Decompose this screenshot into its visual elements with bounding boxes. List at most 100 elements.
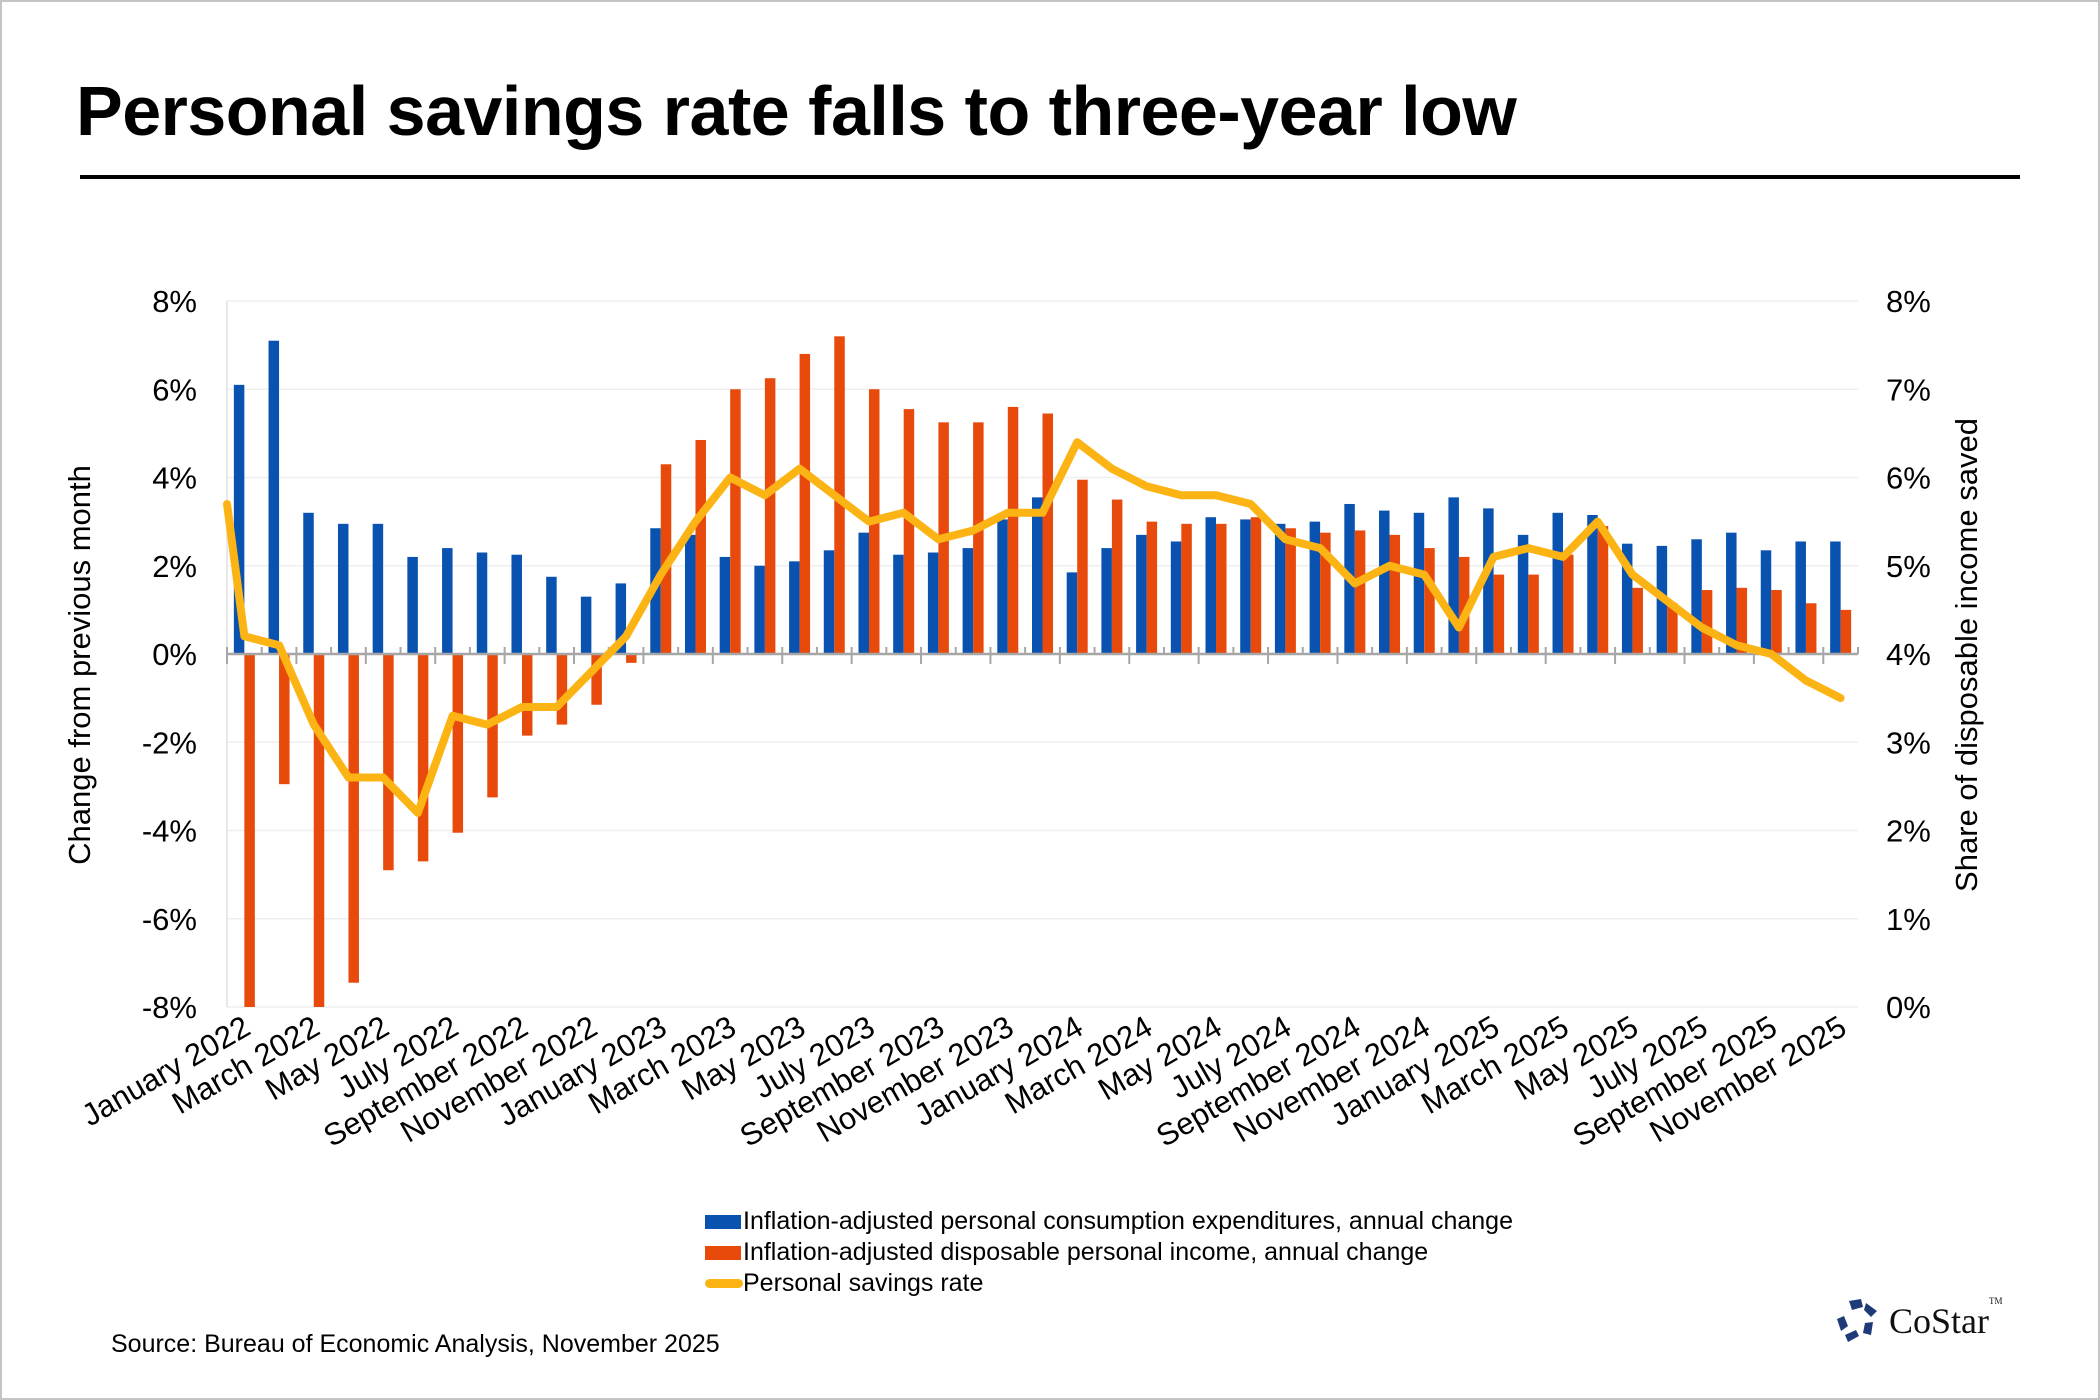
bar-pce-6 — [442, 548, 453, 654]
bar-income-14 — [730, 389, 741, 654]
bar-pce-0 — [233, 384, 245, 654]
legend-swatch-orange — [705, 1245, 741, 1260]
y2-tick-label: 2% — [1886, 814, 1931, 849]
bar-pce-37 — [1517, 534, 1529, 654]
bar-pce-40 — [1621, 543, 1633, 654]
bar-pce-23 — [1032, 497, 1043, 654]
bar-income-35 — [1458, 556, 1470, 654]
bars — [233, 336, 1852, 1007]
bar-pce-45 — [1795, 541, 1806, 654]
bar-income-43 — [1736, 587, 1748, 654]
bar-pce-4 — [372, 523, 384, 654]
bar-pce-20 — [927, 552, 939, 654]
bar-income-36 — [1493, 574, 1505, 654]
bar-pce-13 — [684, 534, 696, 654]
bar-pce-7 — [476, 552, 488, 654]
x-axis — [226, 647, 1859, 664]
bar-income-31 — [1320, 532, 1331, 654]
legend-swatch-yellow-line — [705, 1279, 743, 1288]
y-tick-label: 8% — [152, 284, 197, 319]
bar-pce-25 — [1101, 548, 1112, 654]
bar-pce-28 — [1205, 517, 1217, 654]
bar-income-22 — [1007, 406, 1019, 654]
bar-pce-9 — [546, 576, 557, 654]
bar-income-10 — [591, 654, 602, 705]
bar-income-9 — [556, 654, 568, 725]
y-tick-label: -8% — [142, 990, 197, 1025]
legend-label: Inflation-adjusted disposable personal i… — [743, 1238, 1429, 1266]
bar-income-25 — [1111, 499, 1123, 654]
bar-income-23 — [1042, 413, 1053, 654]
savings-rate-line — [223, 438, 1845, 817]
bar-income-3 — [348, 654, 359, 983]
bar-income-15 — [764, 378, 776, 654]
y2-tick-label: 1% — [1886, 902, 1931, 937]
costar-star-icon — [1837, 1299, 1877, 1342]
bar-pce-3 — [337, 523, 349, 654]
legend-label: Inflation-adjusted personal consumption … — [743, 1207, 1513, 1235]
bar-income-2 — [313, 654, 325, 1007]
y2-tick-label: 0% — [1886, 990, 1931, 1025]
bar-pce-10 — [580, 596, 592, 654]
bar-pce-2 — [303, 512, 314, 654]
bar-income-40 — [1632, 587, 1643, 654]
left-y-ticks: 8% 6% 4% 2% 0% -2% -4% -6% -8% — [142, 284, 197, 1025]
bar-pce-42 — [1691, 539, 1702, 654]
bar-pce-27 — [1170, 541, 1182, 654]
bar-pce-29 — [1240, 519, 1251, 654]
bar-pce-39 — [1587, 515, 1598, 654]
bar-income-32 — [1354, 530, 1366, 654]
source-note: Source: Bureau of Economic Analysis, Nov… — [111, 1330, 720, 1358]
bar-income-37 — [1528, 574, 1539, 654]
bar-pce-18 — [858, 532, 869, 654]
y-tick-label: -4% — [142, 814, 197, 849]
y2-axis-title: Share of disposable income saved — [1949, 418, 1984, 892]
bar-income-46 — [1840, 609, 1852, 655]
costar-logo: CoStarTM — [1835, 1296, 2003, 1344]
bar-income-38 — [1563, 554, 1574, 654]
bar-income-1 — [279, 654, 290, 785]
legend-item-pce: Inflation-adjusted personal consumption … — [705, 1206, 1513, 1237]
savings-line-layer — [223, 438, 1845, 817]
bar-income-12 — [660, 464, 672, 654]
bar-income-39 — [1597, 526, 1609, 654]
bar-pce-19 — [893, 554, 904, 654]
bar-income-0 — [244, 654, 255, 1007]
title-divider — [80, 175, 2020, 179]
bar-income-11 — [626, 654, 637, 663]
bar-pce-21 — [962, 548, 974, 654]
bar-income-13 — [695, 439, 706, 654]
bar-income-4 — [383, 654, 394, 871]
bar-pce-1 — [268, 340, 280, 654]
bar-pce-36 — [1483, 508, 1494, 654]
y-tick-label: 4% — [152, 461, 197, 496]
y2-tick-label: 4% — [1886, 637, 1931, 672]
bar-pce-33 — [1379, 510, 1390, 654]
chart-title: Personal savings rate falls to three-yea… — [76, 72, 1517, 150]
bar-pce-11 — [615, 583, 627, 654]
bar-pce-24 — [1066, 572, 1078, 654]
y2-tick-label: 8% — [1886, 284, 1931, 319]
bar-pce-26 — [1136, 534, 1147, 654]
bar-income-30 — [1285, 528, 1296, 654]
bar-income-16 — [799, 353, 811, 654]
bar-income-6 — [452, 654, 464, 833]
bar-pce-35 — [1448, 497, 1459, 654]
bar-pce-5 — [407, 556, 418, 654]
bar-pce-43 — [1726, 532, 1737, 654]
bar-income-44 — [1771, 590, 1782, 654]
legend-swatch-blue — [705, 1214, 741, 1229]
legend-item-income: Inflation-adjusted disposable personal i… — [705, 1237, 1513, 1268]
bar-pce-22 — [997, 519, 1008, 654]
bar-income-33 — [1389, 534, 1401, 654]
legend-label: Personal savings rate — [743, 1269, 984, 1297]
bar-pce-8 — [511, 554, 522, 654]
bar-pce-15 — [754, 565, 765, 654]
bar-income-45 — [1805, 603, 1817, 654]
y2-tick-label: 3% — [1886, 725, 1931, 760]
right-y-ticks: 8% 7% 6% 5% 4% 3% 2% 1% 0% — [1886, 284, 1931, 1025]
logo-wordmark: CoStarTM — [1889, 1296, 2003, 1341]
bar-pce-14 — [719, 556, 731, 654]
